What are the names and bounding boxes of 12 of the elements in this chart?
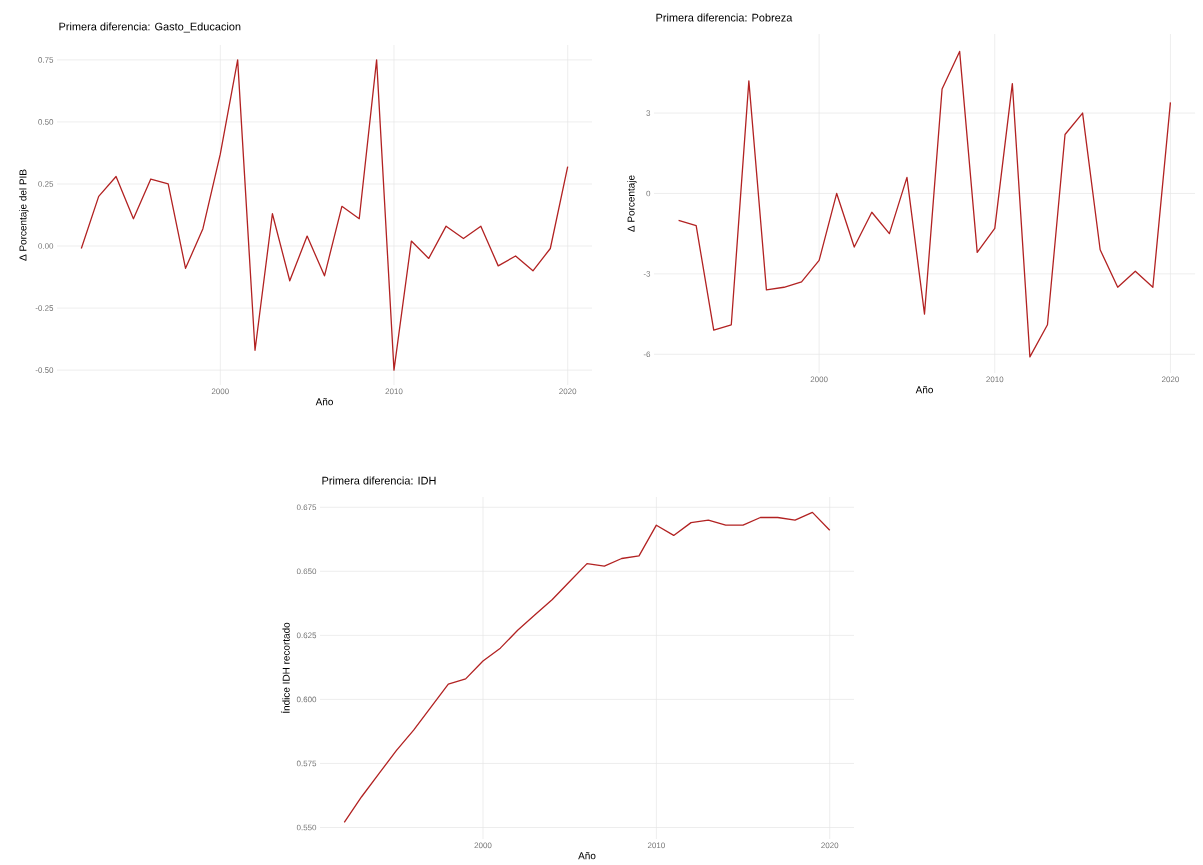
x-axis-title: Año xyxy=(315,397,333,406)
line-series xyxy=(343,511,831,824)
y-axis-title: Δ Porcentaje del PIB xyxy=(19,169,29,261)
chart-title: Primera diferencia: Pobreza xyxy=(656,13,793,22)
line-series xyxy=(80,59,569,371)
chart-title: Primera diferencia: Gasto_Educacion xyxy=(59,22,241,33)
x-axis-title: Año xyxy=(915,386,933,394)
x-axis-title: Año xyxy=(578,852,596,860)
y-axis-title: Δ Porcentaje xyxy=(627,175,637,232)
y-axis-title: Índice IDH recortado xyxy=(280,622,290,713)
line-series xyxy=(677,50,1172,358)
chart-title: Primera diferencia: IDH xyxy=(322,476,436,485)
